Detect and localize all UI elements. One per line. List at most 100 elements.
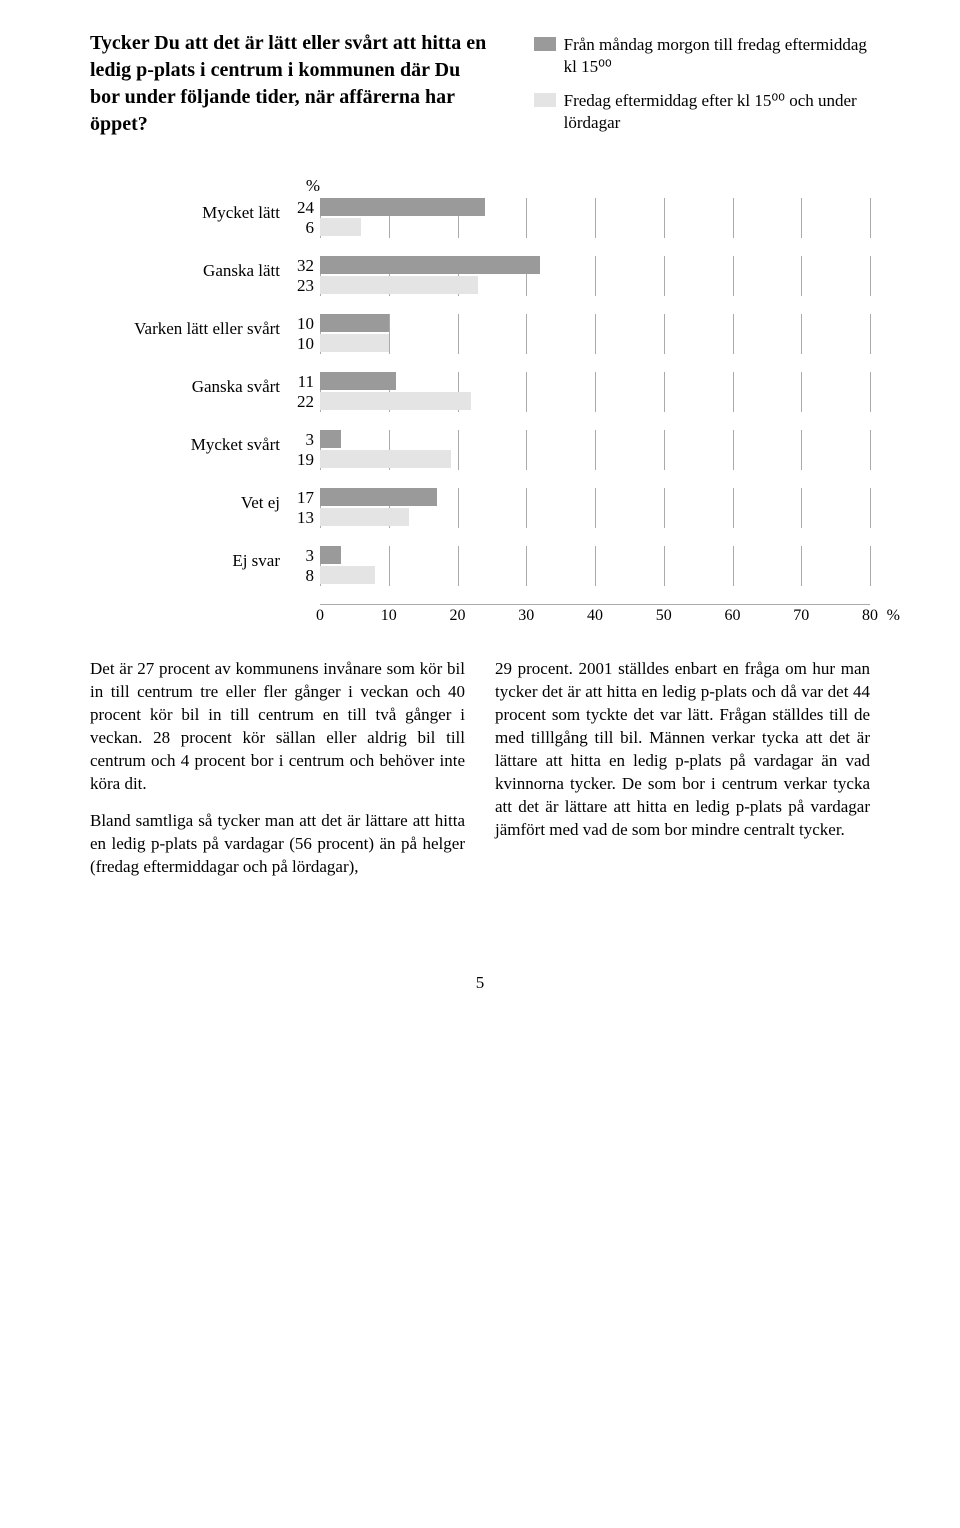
gridline bbox=[733, 198, 734, 238]
gridline bbox=[801, 314, 802, 354]
gridline bbox=[733, 430, 734, 470]
gridline bbox=[733, 372, 734, 412]
bar-value: 10 bbox=[290, 334, 314, 354]
category-label: Vet ej bbox=[90, 488, 290, 514]
gridline bbox=[801, 546, 802, 586]
gridline bbox=[595, 256, 596, 296]
chart-category: Varken lätt eller svårt1010 bbox=[90, 314, 870, 354]
bar bbox=[320, 430, 341, 448]
axis-tick: 60 bbox=[725, 607, 741, 625]
gridline bbox=[595, 488, 596, 528]
chart-category: Vet ej1713 bbox=[90, 488, 870, 528]
axis-tick: 70 bbox=[793, 607, 809, 625]
bar-value: 10 bbox=[290, 314, 314, 334]
chart-category: Ganska svårt1122 bbox=[90, 372, 870, 412]
category-values: 319 bbox=[290, 430, 320, 470]
bar-area bbox=[320, 546, 870, 586]
axis-tick: 0 bbox=[316, 607, 324, 625]
bar bbox=[320, 314, 389, 332]
question-block: Tycker Du att det är lätt eller svårt at… bbox=[90, 30, 494, 146]
legend-swatch bbox=[534, 93, 556, 107]
gridline bbox=[801, 256, 802, 296]
bar-value: 19 bbox=[290, 450, 314, 470]
chart-legend: Från måndag morgon till fredag eftermidd… bbox=[534, 30, 870, 146]
axis-tick: 10 bbox=[381, 607, 397, 625]
gridline bbox=[664, 372, 665, 412]
category-values: 3223 bbox=[290, 256, 320, 296]
gridline bbox=[870, 256, 871, 296]
gridline bbox=[801, 430, 802, 470]
x-axis: 01020304050607080% bbox=[320, 604, 870, 628]
gridline bbox=[389, 546, 390, 586]
category-label: Mycket lätt bbox=[90, 198, 290, 224]
gridline bbox=[664, 488, 665, 528]
bar bbox=[320, 488, 437, 506]
category-label: Mycket svårt bbox=[90, 430, 290, 456]
bar-area bbox=[320, 198, 870, 238]
axis-tick: 80 bbox=[862, 607, 878, 625]
bar bbox=[320, 508, 409, 526]
legend-item: Från måndag morgon till fredag eftermidd… bbox=[534, 34, 870, 78]
gridline bbox=[733, 314, 734, 354]
chart-category: Ej svar38 bbox=[90, 546, 870, 586]
gridline bbox=[664, 430, 665, 470]
gridline bbox=[664, 256, 665, 296]
gridline bbox=[389, 314, 390, 354]
gridline bbox=[733, 256, 734, 296]
gridline bbox=[870, 372, 871, 412]
gridline bbox=[870, 314, 871, 354]
bar-area bbox=[320, 372, 870, 412]
gridline bbox=[870, 430, 871, 470]
gridline bbox=[870, 546, 871, 586]
gridline bbox=[595, 430, 596, 470]
gridline bbox=[526, 198, 527, 238]
bar-area bbox=[320, 256, 870, 296]
gridline bbox=[801, 488, 802, 528]
bar-value: 13 bbox=[290, 508, 314, 528]
legend-item: Fredag eftermiddag efter kl 15⁰⁰ och und… bbox=[534, 90, 870, 134]
gridline bbox=[595, 198, 596, 238]
gridline bbox=[664, 198, 665, 238]
gridline bbox=[801, 372, 802, 412]
gridline bbox=[870, 488, 871, 528]
legend-text: Fredag eftermiddag efter kl 15⁰⁰ och und… bbox=[564, 90, 870, 134]
category-values: 38 bbox=[290, 546, 320, 586]
gridline bbox=[458, 430, 459, 470]
bar-chart: % Mycket lätt246Ganska lätt3223Varken lä… bbox=[90, 176, 870, 628]
bar-area bbox=[320, 488, 870, 528]
category-label: Ganska svårt bbox=[90, 372, 290, 398]
axis-tick: 30 bbox=[518, 607, 534, 625]
gridline bbox=[595, 372, 596, 412]
question-title: Tycker Du att det är lätt eller svårt at… bbox=[90, 30, 494, 138]
body-col-left: Det är 27 procent av kommunens invånare … bbox=[90, 658, 465, 892]
bar bbox=[320, 276, 478, 294]
gridline bbox=[664, 546, 665, 586]
bar-value: 3 bbox=[290, 430, 314, 450]
bar-value: 24 bbox=[290, 198, 314, 218]
bar-value: 23 bbox=[290, 276, 314, 296]
gridline bbox=[526, 430, 527, 470]
bar-area bbox=[320, 430, 870, 470]
body-paragraph: Bland samtliga så tycker man att det är … bbox=[90, 810, 465, 879]
category-values: 1010 bbox=[290, 314, 320, 354]
page-number: 5 bbox=[90, 973, 870, 993]
gridline bbox=[458, 314, 459, 354]
gridline bbox=[458, 488, 459, 528]
gridline bbox=[526, 488, 527, 528]
chart-category: Ganska lätt3223 bbox=[90, 256, 870, 296]
bar bbox=[320, 566, 375, 584]
bar-value: 6 bbox=[290, 218, 314, 238]
gridline bbox=[870, 198, 871, 238]
chart-category: Mycket svårt319 bbox=[90, 430, 870, 470]
bar bbox=[320, 334, 389, 352]
gridline bbox=[595, 314, 596, 354]
gridline bbox=[733, 546, 734, 586]
bar-area bbox=[320, 314, 870, 354]
body-paragraph: Det är 27 procent av kommunens invånare … bbox=[90, 658, 465, 796]
bar-value: 32 bbox=[290, 256, 314, 276]
category-values: 246 bbox=[290, 198, 320, 238]
body-text: Det är 27 procent av kommunens invånare … bbox=[90, 658, 870, 892]
axis-tick: 20 bbox=[450, 607, 466, 625]
gridline bbox=[526, 546, 527, 586]
axis-tick: 50 bbox=[656, 607, 672, 625]
